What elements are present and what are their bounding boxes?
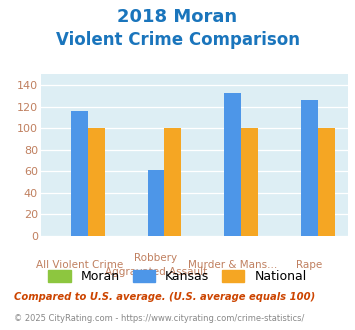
Bar (71, 111, 88, 236)
Text: Robbery: Robbery (135, 253, 178, 263)
Bar (88, 128, 104, 236)
Text: Violent Crime Comparison: Violent Crime Comparison (55, 31, 300, 50)
Bar (318, 128, 335, 236)
Text: Murder & Mans...: Murder & Mans... (188, 260, 277, 270)
Bar (241, 128, 258, 236)
Text: 2018 Moran: 2018 Moran (118, 8, 237, 26)
Text: Aggravated Assault: Aggravated Assault (105, 267, 207, 277)
Legend: Moran, Kansas, National: Moran, Kansas, National (43, 265, 312, 288)
Bar (224, 93, 241, 236)
Text: Rape: Rape (296, 260, 323, 270)
Bar (301, 100, 318, 236)
Text: © 2025 CityRating.com - https://www.cityrating.com/crime-statistics/: © 2025 CityRating.com - https://www.city… (14, 314, 305, 323)
Text: Compared to U.S. average. (U.S. average equals 100): Compared to U.S. average. (U.S. average … (14, 292, 316, 302)
Text: All Violent Crime: All Violent Crime (36, 260, 123, 270)
Bar (164, 128, 181, 236)
Bar (148, 170, 164, 236)
